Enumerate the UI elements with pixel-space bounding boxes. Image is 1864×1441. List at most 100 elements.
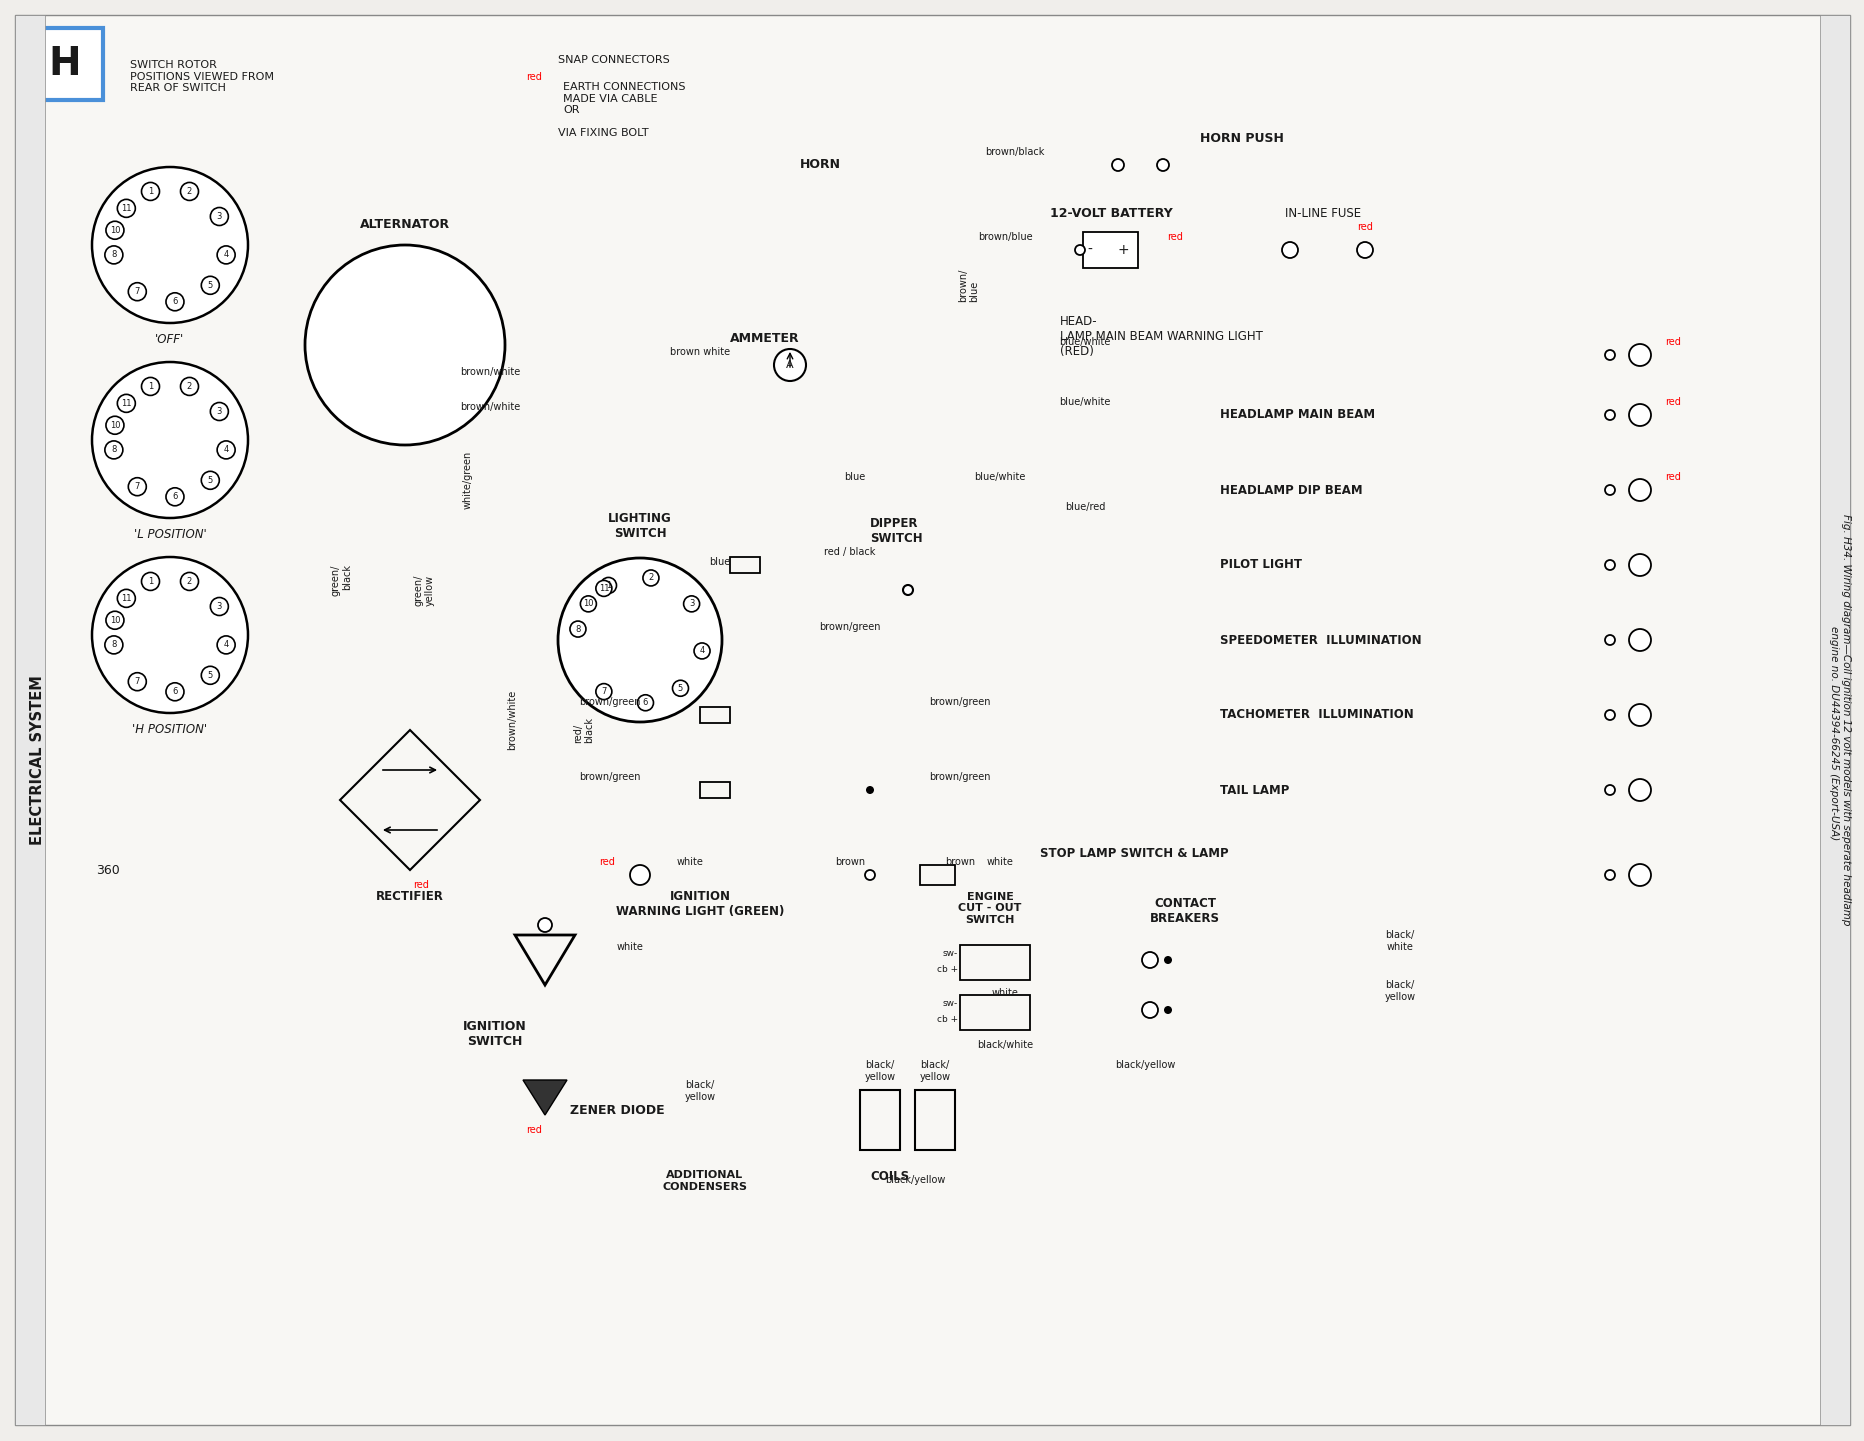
Circle shape — [1627, 705, 1650, 726]
Text: CONTACT
BREAKERS: CONTACT BREAKERS — [1150, 896, 1219, 925]
Circle shape — [865, 785, 874, 794]
Circle shape — [1605, 785, 1614, 795]
Text: sw-: sw- — [941, 1000, 958, 1009]
Text: ZENER DIODE: ZENER DIODE — [570, 1104, 664, 1117]
Text: red: red — [412, 880, 429, 891]
Text: ELECTRICAL SYSTEM: ELECTRICAL SYSTEM — [30, 674, 45, 844]
Circle shape — [600, 578, 617, 594]
Circle shape — [91, 362, 248, 517]
Text: 'OFF': 'OFF' — [155, 333, 185, 346]
Circle shape — [166, 683, 185, 700]
Text: 1: 1 — [147, 187, 153, 196]
Text: 8: 8 — [574, 624, 580, 634]
Text: brown/green: brown/green — [928, 697, 990, 708]
Text: 'L POSITION': 'L POSITION' — [134, 527, 207, 540]
Text: brown/green: brown/green — [580, 772, 641, 782]
Text: brown/white: brown/white — [460, 367, 520, 378]
Text: 5: 5 — [677, 684, 682, 693]
Circle shape — [91, 167, 248, 323]
Circle shape — [673, 680, 688, 696]
Circle shape — [142, 183, 160, 200]
Text: RECTIFIER: RECTIFIER — [377, 891, 444, 904]
Text: black/
yellow: black/ yellow — [684, 1081, 716, 1102]
Circle shape — [1111, 159, 1124, 171]
Circle shape — [129, 673, 145, 690]
Text: ADDITIONAL
CONDENSERS: ADDITIONAL CONDENSERS — [662, 1170, 747, 1192]
Text: 4: 4 — [224, 640, 229, 650]
Text: 2: 2 — [649, 574, 652, 582]
Circle shape — [142, 378, 160, 395]
Circle shape — [201, 277, 220, 294]
Bar — [1083, 232, 1137, 268]
Text: white: white — [992, 989, 1018, 999]
Circle shape — [1156, 159, 1169, 171]
Text: cb +: cb + — [936, 964, 958, 974]
Text: white: white — [617, 942, 643, 953]
Circle shape — [1627, 344, 1650, 366]
Circle shape — [211, 402, 227, 421]
Circle shape — [1627, 630, 1650, 651]
Text: red: red — [598, 857, 615, 867]
Text: 7: 7 — [134, 483, 140, 491]
Text: 11: 11 — [598, 584, 610, 592]
Bar — [919, 865, 954, 885]
Circle shape — [1141, 1001, 1158, 1017]
Text: ENGINE
CUT - OUT
SWITCH: ENGINE CUT - OUT SWITCH — [958, 892, 1021, 925]
Text: 10: 10 — [110, 421, 119, 429]
Text: brown white: brown white — [669, 347, 729, 357]
Circle shape — [1627, 553, 1650, 576]
Text: 4: 4 — [699, 647, 705, 656]
Circle shape — [117, 395, 136, 412]
Text: red / black: red / black — [824, 548, 876, 558]
Text: black/
yellow: black/ yellow — [919, 1061, 951, 1082]
Text: Fig. H34. Wiring diagram—Coil ignition 12 volt models with seperate headlamp
   : Fig. H34. Wiring diagram—Coil ignition 1… — [1829, 514, 1849, 925]
Text: EARTH CONNECTIONS
MADE VIA CABLE
OR: EARTH CONNECTIONS MADE VIA CABLE OR — [563, 82, 686, 115]
Text: IGNITION
SWITCH: IGNITION SWITCH — [462, 1020, 528, 1048]
Circle shape — [216, 246, 235, 264]
Text: 'H POSITION': 'H POSITION' — [132, 723, 207, 736]
Text: blue/white: blue/white — [973, 473, 1025, 481]
Text: brown/black: brown/black — [984, 147, 1044, 157]
Circle shape — [774, 349, 805, 380]
Text: 360: 360 — [97, 863, 119, 876]
Circle shape — [643, 571, 658, 586]
Text: green/
yellow: green/ yellow — [412, 575, 434, 605]
Circle shape — [104, 441, 123, 458]
Text: LIGHTING
SWITCH: LIGHTING SWITCH — [608, 512, 671, 540]
Text: brown/white: brown/white — [507, 690, 516, 751]
Bar — [960, 994, 1029, 1030]
Circle shape — [181, 183, 198, 200]
Text: DIPPER
SWITCH: DIPPER SWITCH — [869, 517, 923, 545]
Text: 3: 3 — [216, 602, 222, 611]
Text: HEADLAMP MAIN BEAM: HEADLAMP MAIN BEAM — [1219, 408, 1374, 422]
Circle shape — [1163, 1006, 1171, 1014]
Bar — [729, 558, 761, 574]
Circle shape — [1627, 403, 1650, 427]
Text: 6: 6 — [171, 297, 177, 307]
Circle shape — [1141, 953, 1158, 968]
Circle shape — [166, 293, 185, 311]
Text: blue/white: blue/white — [1059, 337, 1111, 347]
Text: 2: 2 — [186, 187, 192, 196]
Circle shape — [306, 245, 505, 445]
Text: red: red — [1665, 337, 1679, 347]
Text: 2: 2 — [186, 382, 192, 391]
Text: red: red — [526, 72, 542, 82]
Text: A: A — [787, 360, 794, 370]
Text: TACHOMETER  ILLUMINATION: TACHOMETER ILLUMINATION — [1219, 709, 1413, 722]
Text: 10: 10 — [110, 226, 119, 235]
Text: 5: 5 — [207, 281, 212, 290]
Circle shape — [1281, 242, 1297, 258]
Text: brown: brown — [945, 857, 975, 867]
Circle shape — [1605, 561, 1614, 571]
Bar — [960, 945, 1029, 980]
Text: 3: 3 — [216, 212, 222, 220]
Circle shape — [637, 695, 652, 710]
Text: 1: 1 — [147, 576, 153, 586]
Text: 8: 8 — [112, 640, 116, 650]
Bar — [915, 1089, 954, 1150]
Circle shape — [580, 597, 596, 612]
Text: white: white — [677, 857, 703, 867]
Text: blue: blue — [708, 558, 731, 566]
Circle shape — [166, 488, 185, 506]
